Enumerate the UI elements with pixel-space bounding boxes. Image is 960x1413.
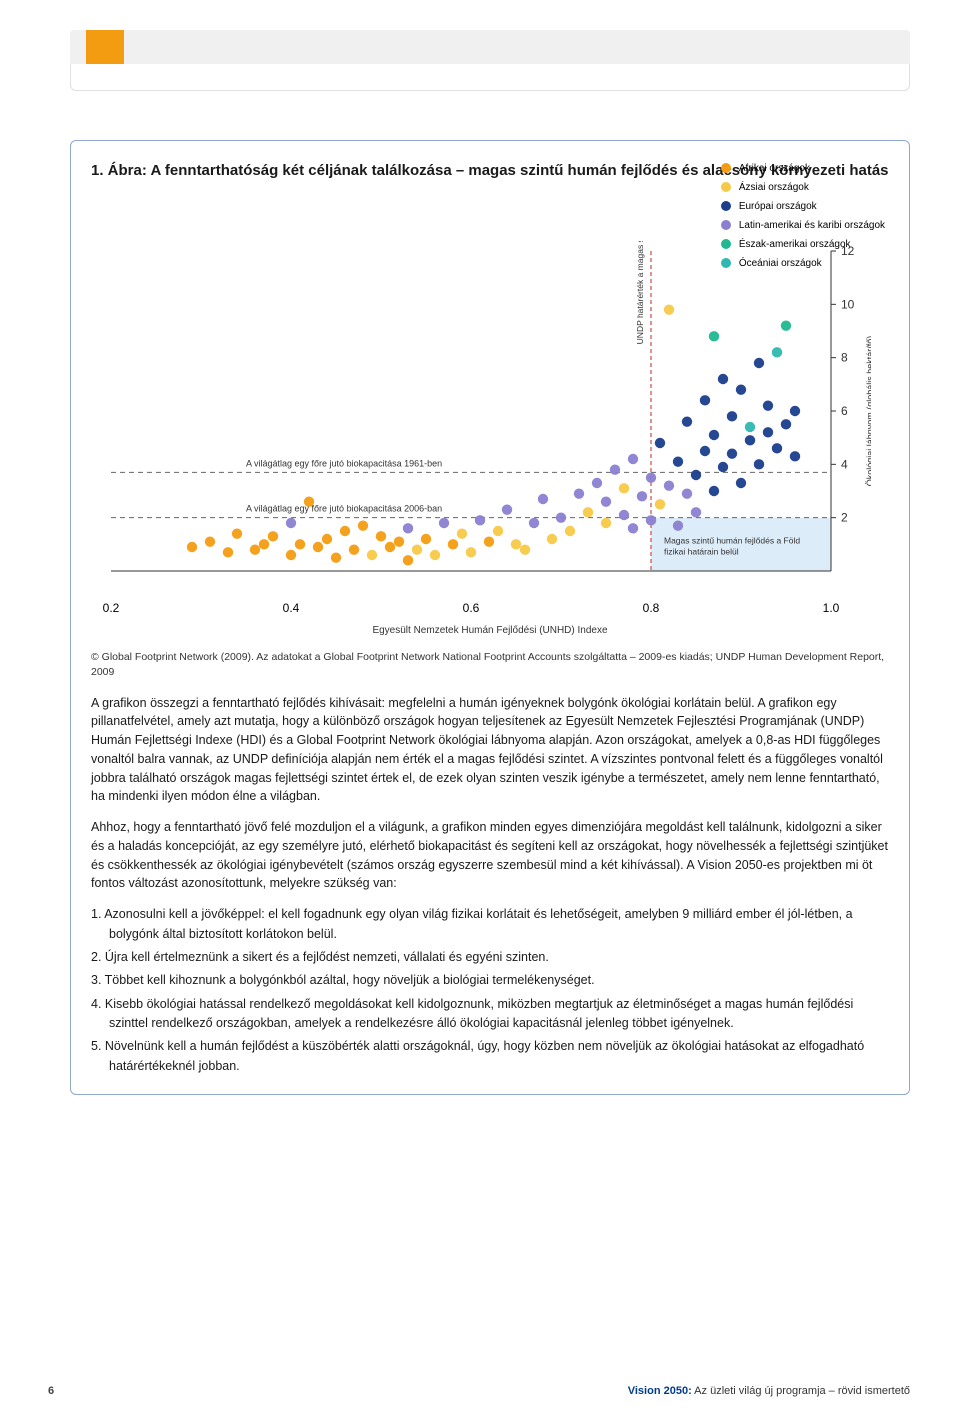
legend-item: Latin-amerikai és karibi országok [721,218,885,233]
x-tick-label: 0.4 [283,601,300,615]
svg-text:fizikai határain belül: fizikai határain belül [664,547,739,557]
svg-text:2: 2 [841,511,848,525]
legend-swatch [721,163,731,173]
numbered-list: 1. Azonosulni kell a jövőképpel: el kell… [91,905,889,1076]
legend-swatch [721,201,731,211]
legend-swatch [721,220,731,230]
footer-title: Vision 2050: Az üzleti világ új programj… [628,1385,910,1397]
header-bar [70,30,910,64]
legend-label: Európai országok [739,199,817,214]
x-tick-label: 1.0 [823,601,840,615]
svg-text:A világátlag egy főre jutó bio: A világátlag egy főre jutó biokapacitása… [246,504,442,514]
legend-swatch [721,182,731,192]
figure-source: © Global Footprint Network (2009). Az ad… [91,650,889,679]
x-tick-label: 0.2 [103,601,120,615]
svg-text:Ökológiai lábnyom (globális he: Ökológiai lábnyom (globális hektár/fő) [865,336,871,487]
legend-label: Afrikai országok [739,161,810,176]
list-item: 5. Növelnünk kell a humán fejlődést a kü… [91,1037,889,1076]
legend-label: Ázsiai országok [739,180,809,195]
svg-text:Magas szintű humán fejlődés a: Magas szintű humán fejlődés a Föld [664,536,800,546]
paragraph-1: A grafikon összegzi a fenntartható fejlő… [91,694,889,807]
svg-text:A világátlag egy főre jutó bio: A világátlag egy főre jutó biokapacitása… [246,459,442,469]
svg-text:6: 6 [841,404,848,418]
svg-text:4: 4 [841,458,848,472]
footer-title-rest: Az üzleti világ új programja – rövid ism… [692,1385,910,1397]
legend-item: Ázsiai országok [721,180,885,195]
list-item: 4. Kisebb ökológiai hatással rendelkező … [91,995,889,1034]
legend-item: Afrikai országok [721,161,885,176]
chart-svg: A világátlag egy főre jutó biokapacitása… [91,241,871,601]
paragraph-2: Ahhoz, hogy a fenntartható jövő felé moz… [91,818,889,893]
x-axis-ticks: 0.2 0.4 0.6 0.8 1.0 [91,601,889,623]
page-footer: 6 Vision 2050: Az üzleti világ új progra… [0,1385,960,1397]
page-number: 6 [48,1385,54,1397]
list-item: 2. Újra kell értelmeznünk a sikert és a … [91,948,889,967]
svg-text:UNDP határérték a magas szintű: UNDP határérték a magas szintű humán fej… [635,241,645,344]
svg-text:8: 8 [841,351,848,365]
footer-title-bold: Vision 2050: [628,1385,692,1397]
legend-label: Latin-amerikai és karibi országok [739,218,885,233]
figure-1-box: 1. Ábra: A fenntarthatóság két céljának … [70,140,910,1095]
legend-item: Európai országok [721,199,885,214]
list-item: 3. Többet kell kihoznunk a bolygónkból a… [91,971,889,990]
x-tick-label: 0.6 [463,601,480,615]
section-tab [86,30,124,64]
list-item: 1. Azonosulni kell a jövőképpel: el kell… [91,905,889,944]
svg-text:10: 10 [841,298,855,312]
x-axis-title: Egyesült Nemzetek Humán Fejlődési (UNHD)… [91,625,889,636]
scatter-chart: A világátlag egy főre jutó biokapacitása… [91,241,889,601]
x-tick-label: 0.8 [643,601,660,615]
svg-text:12: 12 [841,244,855,258]
